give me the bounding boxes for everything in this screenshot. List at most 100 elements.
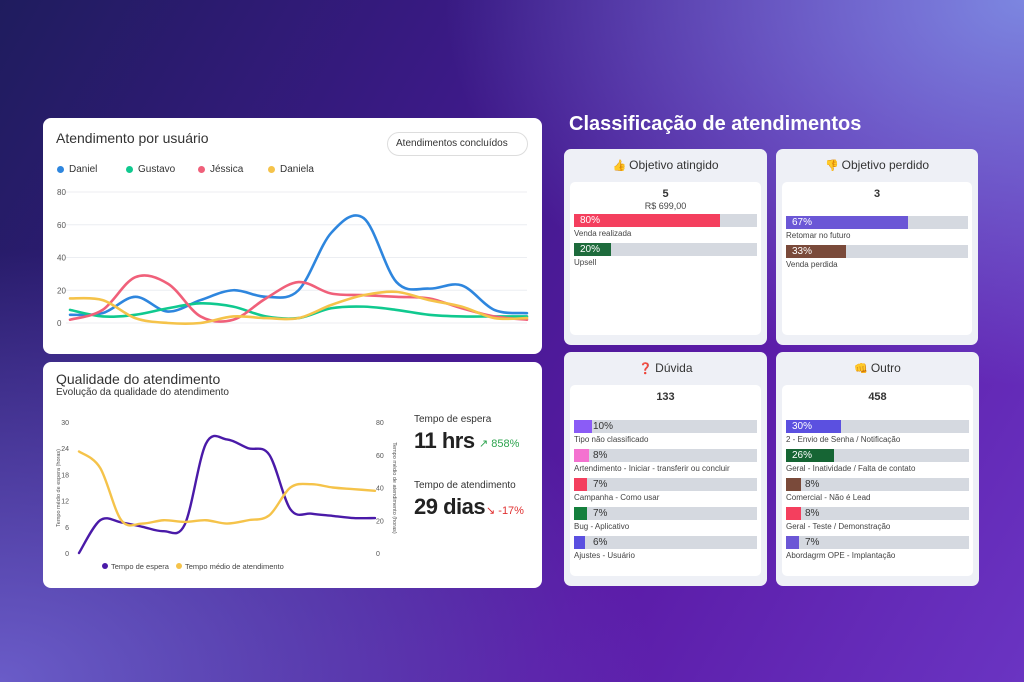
panel-outro: 👊 Outro 458 30% 2 - Envio de Senha / Notif…: [776, 352, 979, 586]
panel-header: ❓ Dúvida: [564, 352, 767, 384]
bar-label: Geral - Inatividade / Falta de contato: [786, 464, 916, 473]
bar-track: 10%: [574, 420, 757, 433]
users-chart-title: Atendimento por usuário: [56, 130, 209, 146]
y-left-tick-label: 0: [65, 551, 69, 558]
trend-down-icon: ↘: [486, 505, 496, 517]
bar-track: 67%: [786, 216, 968, 229]
bar-label: Ajustes - Usuário: [574, 551, 635, 560]
panel-count: 458: [868, 391, 887, 403]
thumbs-down-icon: 👎: [824, 160, 839, 172]
bar-percent: 7%: [593, 508, 608, 519]
bar-label: Tipo não classificado: [574, 435, 649, 444]
bar-label: Bug - Aplicativo: [574, 522, 630, 531]
panel-body: 458 30% 2 - Envio de Senha / Notificação 2…: [782, 385, 973, 576]
bar-label: Upsell: [574, 258, 597, 267]
bar-label: Venda perdida: [786, 260, 838, 269]
bar-percent: 8%: [805, 479, 820, 490]
bar-row: 8% Artendimento - Iniciar - transferir ou…: [574, 449, 757, 478]
bar-percent: 10%: [593, 421, 614, 432]
bar-row: 8% Geral - Teste / Demonstração: [786, 507, 969, 536]
panel-bars: 10% Tipo não classificado 8% Artendimento -…: [570, 420, 761, 565]
bar-row: 7% Abordagrm OPE - Implantação: [786, 536, 969, 565]
y-tick-label: 80: [57, 188, 66, 197]
fist-icon: 👊: [854, 363, 868, 375]
panel-bars: 30% 2 - Envio de Senha / Notificação 26% Ge…: [782, 420, 973, 565]
bar-row: 67% Retomar no futuro: [786, 216, 968, 245]
bar-percent: 30%: [792, 421, 813, 432]
panel-objetivo-perdido: 👎 Objetivo perdido 3 67% Retomar no futuro…: [776, 149, 978, 345]
legend-dot-gustavo: [126, 166, 133, 173]
y-tick-label: 0: [57, 319, 62, 328]
bar-label: Comercial - Não é Lead: [786, 493, 871, 502]
y-left-tick-label: 18: [61, 472, 69, 479]
quality-chart-subtitle: Evolução da qualidade do atendimento: [56, 387, 229, 398]
bar-row: 20% Upsell: [574, 243, 757, 272]
panel-title: Dúvida: [655, 361, 693, 375]
legend-label: Tempo de espera: [111, 562, 170, 571]
wait-time-value: 11 hrs: [414, 428, 475, 453]
panel-bars: 67% Retomar no futuro 33% Venda perdida: [782, 216, 972, 274]
metric-dropdown[interactable]: Atendimentos concluídos: [387, 132, 528, 156]
legend-item-jessica[interactable]: Jéssica: [198, 164, 268, 175]
users-chart-card: Atendimento por usuário Atendimentos con…: [43, 118, 542, 354]
series-line: [77, 450, 377, 527]
panel-title: Objetivo perdido: [841, 158, 930, 172]
bar-track: 7%: [574, 507, 757, 520]
wait-time-label: Tempo de espera: [414, 414, 492, 425]
y-right-tick-label: 40: [376, 486, 384, 493]
users-line-chart: 0 20 40 60 80: [57, 188, 529, 328]
question-mark-icon: ❓: [638, 363, 653, 375]
bar-fill: [786, 420, 841, 433]
classification-title: Classificação de atendimentos: [569, 113, 862, 135]
bar-label: Abordagrm OPE - Implantação: [786, 551, 896, 560]
legend-label-gustavo: Gustavo: [138, 164, 176, 175]
bar-row: 6% Ajustes - Usuário: [574, 536, 757, 565]
bar-percent: 67%: [792, 217, 813, 228]
series-line-daniel: [68, 214, 529, 317]
bar-fill: [786, 507, 801, 520]
legend-item-daniela[interactable]: Daniela: [268, 164, 338, 175]
panel-title: Objetivo atingido: [629, 158, 719, 172]
bar-label: 2 - Envio de Senha / Notificação: [786, 435, 901, 444]
y-tick-label: 60: [57, 221, 66, 230]
legend-dot-jessica: [198, 166, 205, 173]
legend-item-daniel[interactable]: Daniel: [57, 164, 126, 175]
panel-count: 5: [662, 188, 669, 200]
panel-count: 3: [873, 188, 881, 200]
bar-track: 30%: [786, 420, 969, 433]
panel-body: 133 10% Tipo não classificado 8% Artendimen…: [570, 385, 761, 576]
users-chart-legend: Daniel Gustavo Jéssica Daniela: [57, 164, 338, 175]
panel-count: 133: [656, 391, 675, 403]
legend-dot-daniela: [268, 166, 275, 173]
bar-fill: [574, 536, 585, 549]
bar-row: 33% Venda perdida: [786, 245, 968, 274]
series-line: [77, 434, 377, 555]
y-right-tick-label: 0: [376, 551, 380, 558]
bar-row: 7% Campanha - Como usar: [574, 478, 757, 507]
bar-track: 20%: [574, 243, 757, 256]
bar-label: Artendimento - Iniciar - transferir ou c…: [574, 464, 730, 473]
y-tick-label: 20: [57, 286, 66, 295]
quality-line-chart: 0 6 12 18 24 30 0 20 40 60 80 Tempo médio de espera…: [56, 420, 397, 571]
bar-track: 26%: [786, 449, 969, 462]
bar-fill: [786, 449, 834, 462]
bar-label: Campanha - Como usar: [574, 493, 660, 502]
bar-track: 80%: [574, 214, 757, 227]
panel-bars: 80% Venda realizada 20% Upsell: [570, 214, 761, 272]
legend-item-gustavo[interactable]: Gustavo: [126, 164, 198, 175]
legend-dot: [102, 563, 108, 569]
bar-track: 8%: [786, 478, 969, 491]
bar-percent: 7%: [805, 537, 820, 548]
legend-label-daniel: Daniel: [69, 164, 98, 175]
bar-fill: [574, 507, 587, 520]
service-time-delta: ↘ -17%: [486, 504, 524, 517]
panel-header: 👎 Objetivo perdido: [776, 149, 978, 181]
y-right-axis-label: Tempo médio de atendimento (horas): [391, 442, 397, 534]
bar-fill: [574, 243, 611, 256]
y-left-tick-label: 24: [61, 446, 69, 453]
bar-row: 8% Comercial - Não é Lead: [786, 478, 969, 507]
panel-revenue: R$ 699,00: [644, 201, 687, 211]
legend-dot-daniel: [57, 166, 64, 173]
bar-fill: [786, 478, 801, 491]
y-left-tick-label: 30: [61, 420, 69, 427]
